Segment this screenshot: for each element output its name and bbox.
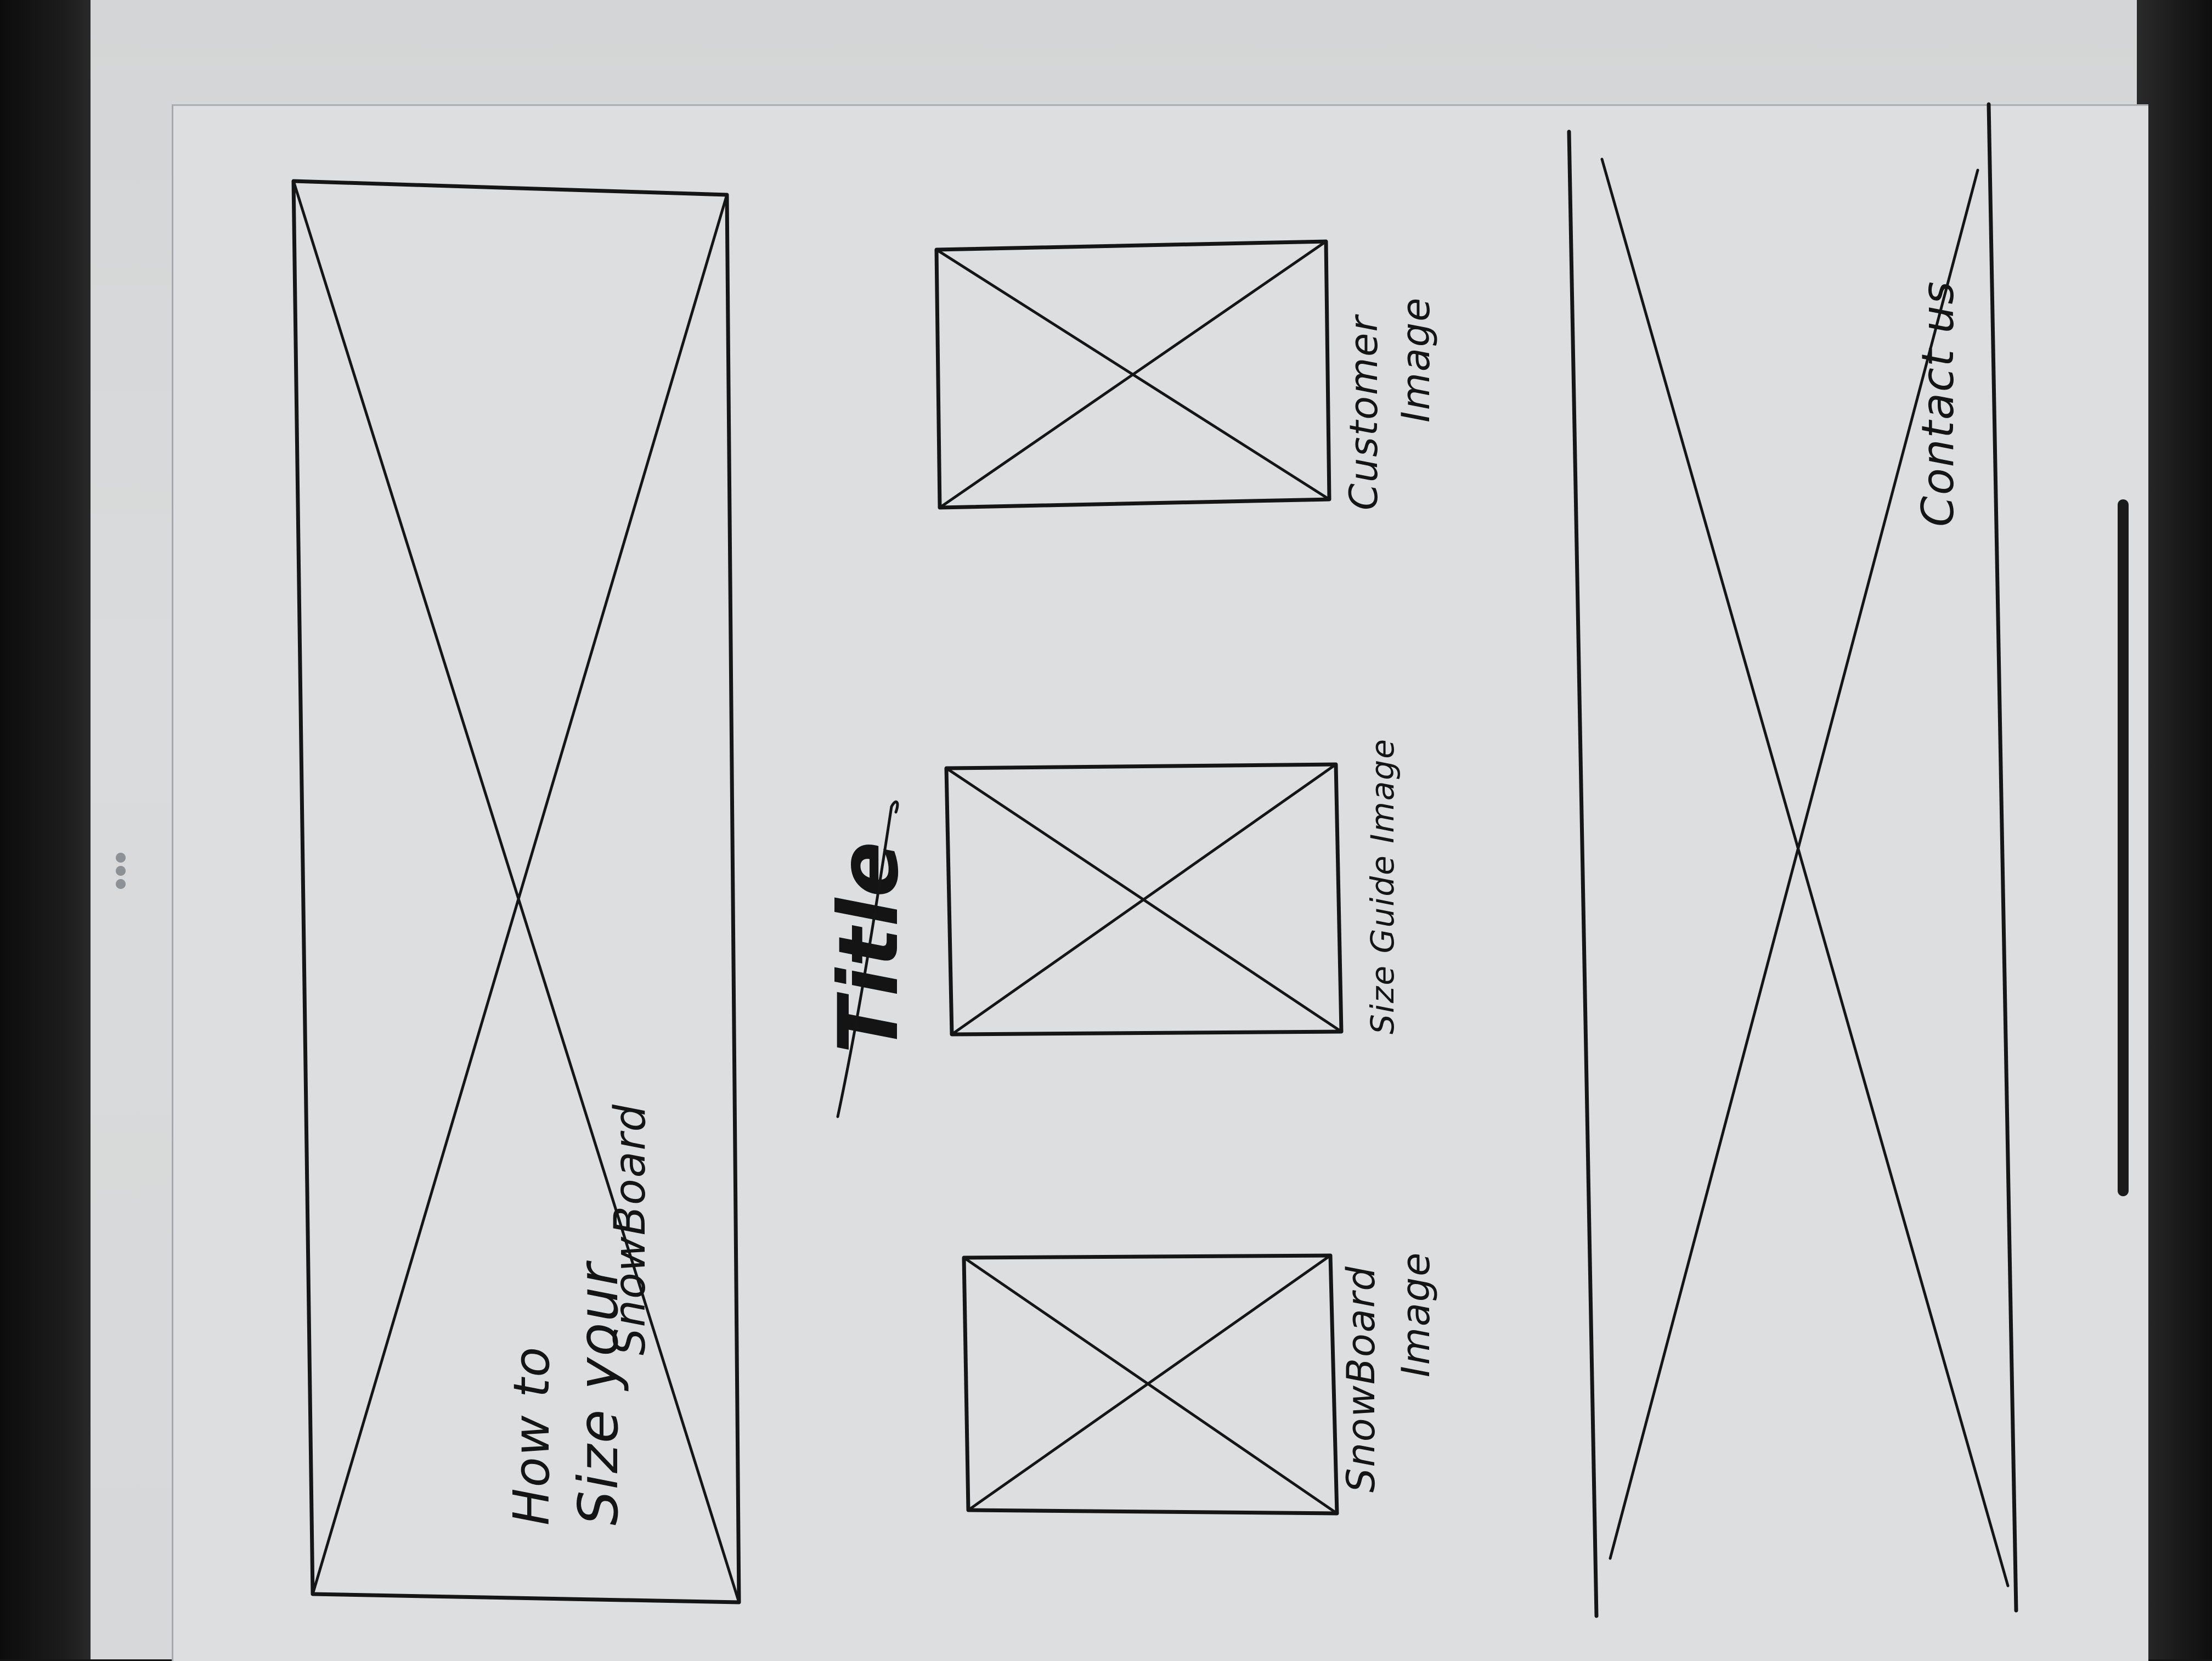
page-title: Title: [821, 800, 917, 1118]
paper-page: [172, 104, 2148, 1661]
card3-label-line1: Customer: [1341, 314, 1386, 510]
footer-label: Contact us: [1912, 280, 1963, 527]
card-size-guide-image: [944, 762, 1344, 1037]
hero-label-line1: How to: [503, 1346, 561, 1525]
home-indicator-bar[interactable]: [2118, 499, 2129, 1196]
wireframe-sketch: How to Size your SnowBoard Title SnowBoa…: [91, 0, 2137, 1659]
hero-image-placeholder: [291, 179, 741, 1604]
title-underline: [836, 800, 899, 1118]
hero-label-line3: SnowBoard: [606, 1103, 655, 1355]
card-snowboard-image: [962, 1253, 1339, 1516]
tablet-screen: [91, 0, 2148, 1661]
device-bezel-left: [0, 0, 93, 1659]
footer-placeholder: [1567, 102, 2018, 1618]
hero-label-line2: Size your: [566, 1260, 630, 1525]
card-customer-image: [934, 239, 1331, 510]
card1-label-line2: Image: [1393, 1252, 1438, 1377]
card2-label: Size Guide Image: [1364, 738, 1401, 1034]
hero-label: How to Size your SnowBoard: [503, 1103, 655, 1525]
more-dots-icon[interactable]: [116, 853, 126, 889]
card1-label-line1: SnowBoard: [1339, 1265, 1384, 1493]
card3-label-line2: Image: [1393, 297, 1438, 423]
